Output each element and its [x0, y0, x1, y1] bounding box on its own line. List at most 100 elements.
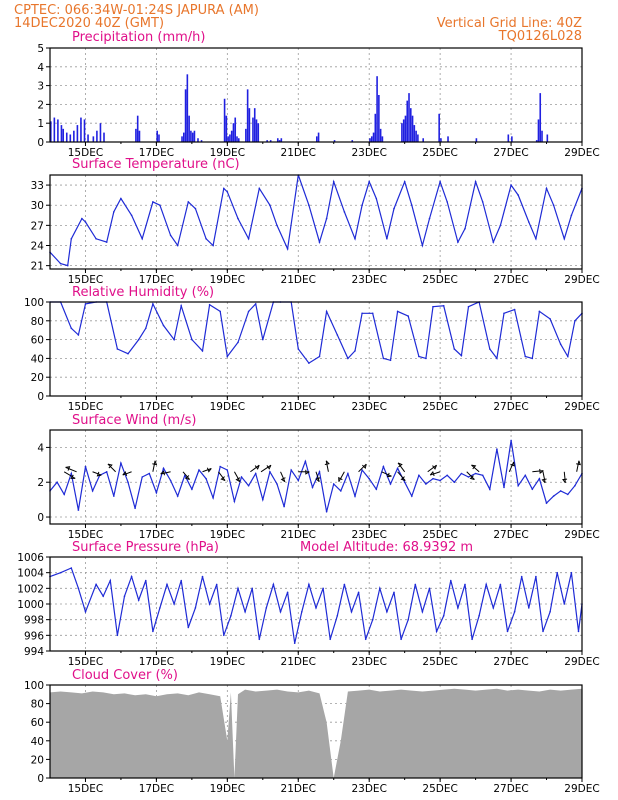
series-point	[95, 583, 97, 586]
wind-arrow	[338, 471, 345, 482]
wind-arrow	[233, 471, 241, 482]
series-point	[208, 304, 211, 306]
series-point	[318, 241, 321, 243]
precip-bar	[402, 119, 405, 142]
precip-bar	[415, 130, 417, 142]
x-tick-label: 17DEC	[139, 401, 174, 413]
wind-arrow	[397, 471, 406, 481]
x-tick-label: 27DEC	[493, 147, 528, 159]
precip-bar	[276, 138, 279, 142]
precip-bar	[541, 130, 543, 142]
series-point	[357, 591, 360, 594]
precip-bar	[255, 119, 258, 142]
series-point	[446, 474, 449, 477]
precip-bar	[96, 130, 98, 142]
series-point	[364, 638, 367, 641]
series-point	[66, 264, 69, 267]
series-point	[442, 615, 445, 617]
precip-bar	[546, 134, 549, 142]
cloud-cover-area	[50, 688, 582, 778]
y-tick-label: 1	[37, 118, 44, 130]
series-point	[113, 495, 115, 497]
series-point	[56, 481, 58, 484]
series-point	[517, 484, 519, 487]
series-point	[361, 204, 363, 206]
x-tick-label: 19DEC	[210, 274, 245, 286]
series-point	[538, 310, 541, 313]
x-tick-label: 17DEC	[139, 783, 174, 795]
precip-bar	[378, 95, 380, 142]
wind-arrow-head	[235, 477, 241, 483]
series-point	[304, 460, 307, 463]
series-point	[336, 334, 339, 336]
precip-bar	[65, 132, 68, 142]
series-point	[116, 348, 119, 350]
series-point	[403, 180, 406, 183]
y-tick-label: 0	[37, 773, 44, 785]
series-point	[237, 217, 239, 220]
series-point	[176, 495, 179, 497]
series-point	[301, 611, 303, 613]
precip-bar	[99, 123, 102, 142]
x-tick-label: 23DEC	[351, 783, 386, 795]
series-point	[244, 611, 246, 613]
y-tick-label: 994	[24, 646, 44, 658]
series-point	[531, 488, 534, 491]
precip-bar	[60, 125, 63, 142]
series-point	[81, 217, 83, 220]
grid-line-note: Vertical Grid Line: 40Z	[437, 16, 582, 31]
panel-frame	[49, 556, 583, 652]
series-point	[102, 595, 104, 597]
precip-bar	[404, 115, 407, 142]
wind-arrow	[315, 471, 320, 482]
series-point	[450, 579, 452, 582]
series-point	[361, 312, 363, 315]
series-point	[219, 310, 221, 313]
series-point	[407, 315, 410, 317]
precip-bar	[507, 134, 510, 142]
series-point	[520, 575, 523, 578]
wind-arrow	[218, 471, 226, 481]
series-point	[325, 310, 328, 313]
precip-bar	[186, 74, 189, 142]
series-point	[223, 634, 225, 637]
x-tick-label: 23DEC	[351, 401, 386, 413]
series-point	[563, 238, 566, 240]
series-point	[318, 355, 321, 358]
series-point	[272, 583, 275, 586]
series-point	[187, 201, 190, 203]
series-point	[180, 305, 182, 307]
series-point	[340, 490, 342, 492]
series-point	[105, 241, 108, 243]
precip-bar	[316, 136, 318, 142]
series-point	[474, 180, 477, 183]
series-point	[191, 338, 193, 341]
series-point	[492, 607, 495, 609]
wind-arrow	[430, 471, 441, 476]
series-point	[524, 355, 527, 358]
series-point	[226, 469, 229, 471]
series-point	[577, 630, 580, 633]
series-point	[262, 338, 264, 341]
temperature-panel: Surface Temperature (nC) 21 24 27 30 33 15DEC…	[31, 157, 600, 286]
series-point	[70, 472, 73, 475]
series-point	[247, 310, 250, 313]
precip-bar	[156, 130, 158, 142]
series-point	[386, 238, 388, 240]
series-point	[510, 439, 512, 442]
precip-bar	[229, 134, 231, 142]
x-tick-label: 29DEC	[564, 274, 599, 286]
series-point	[194, 607, 197, 609]
precip-bar	[158, 134, 160, 142]
x-tick-label: 23DEC	[351, 274, 386, 286]
precip-bar	[183, 132, 185, 142]
series-point	[439, 479, 441, 482]
series-point	[432, 477, 434, 480]
series-point	[148, 472, 151, 475]
precip-bar	[83, 119, 86, 142]
x-tick-label: 23DEC	[351, 147, 386, 159]
wind-arrow-head	[432, 464, 437, 470]
wind-arrow-head	[206, 467, 212, 473]
series-point	[396, 310, 399, 313]
series-point	[393, 591, 395, 594]
